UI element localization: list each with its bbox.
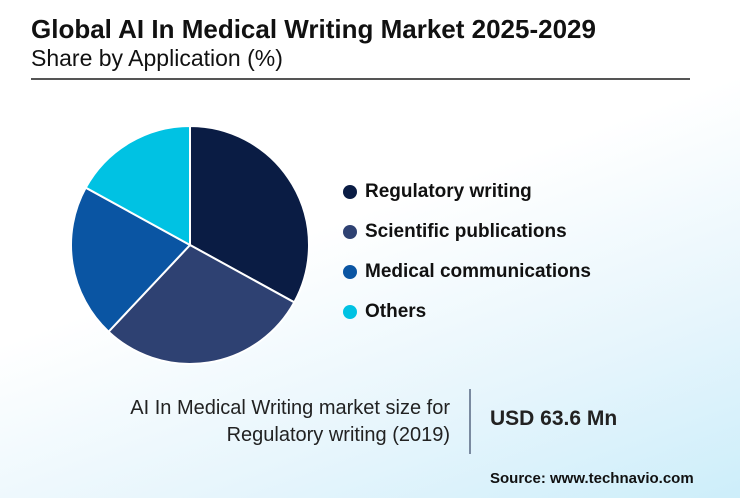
chart-title: Global AI In Medical Writing Market 2025…: [31, 14, 596, 44]
legend-label: Regulatory writing: [365, 181, 532, 202]
stat-divider: [469, 389, 471, 454]
legend-item: Scientific publications: [343, 212, 591, 252]
divider: [31, 78, 690, 80]
stat-label: AI In Medical Writing market size for Re…: [50, 395, 450, 449]
stat-label-line1: AI In Medical Writing market size for: [130, 397, 450, 419]
legend-swatch: [343, 185, 357, 199]
legend-item: Regulatory writing: [343, 172, 591, 212]
chart-subtitle: Share by Application (%): [31, 45, 283, 71]
legend-label: Medical communications: [365, 261, 591, 282]
stat-label-line2: Regulatory writing (2019): [226, 424, 450, 446]
legend: Regulatory writing Scientific publication…: [343, 172, 591, 332]
legend-label: Scientific publications: [365, 221, 567, 242]
pie-slice-medical-communications: [70, 186, 192, 334]
legend-label: Others: [365, 301, 427, 322]
legend-item: Others: [343, 292, 591, 332]
legend-swatch: [343, 265, 357, 279]
legend-swatch: [343, 225, 357, 239]
source-note: Source: www.technavio.com: [490, 470, 694, 487]
pie-slice-regulatory-writing: [189, 124, 310, 304]
pie-slice-others: [84, 124, 191, 247]
stat-value: USD 63.6 Mn: [490, 407, 618, 430]
legend-swatch: [343, 305, 357, 319]
legend-item: Medical communications: [343, 252, 591, 292]
pie-slice-scientific-publications: [107, 243, 296, 365]
